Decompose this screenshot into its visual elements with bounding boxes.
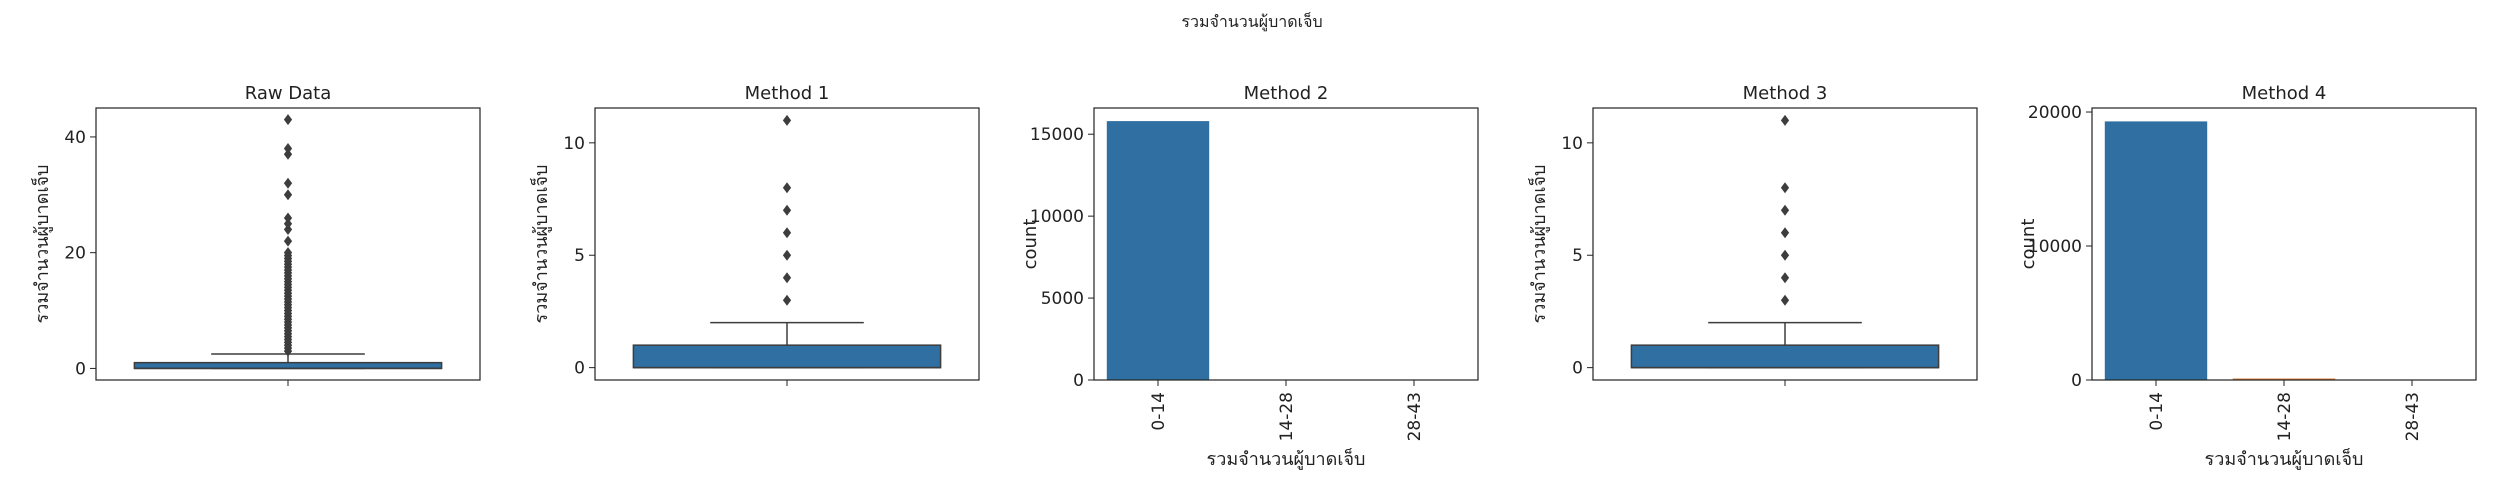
outlier-point	[1780, 272, 1790, 284]
y-axis-label: รวมจำนวนผู้บาดเจ็บ	[30, 165, 53, 324]
y-tick-label: 10000	[2028, 237, 2082, 257]
outlier-point	[283, 177, 293, 189]
panel-5: Method 4 0 10000 20000 count 0-14 14-28 28-43 รว…	[2018, 83, 2477, 470]
outlier-point	[782, 227, 792, 239]
outlier-point	[782, 204, 792, 216]
outlier-point	[1780, 227, 1790, 239]
y-axis-label: รวมจำนวนผู้บาดเจ็บ	[1527, 165, 1550, 324]
panels-group: Raw Data 0 20 40 รวมจำนวนผู้บาดเจ็บ Method 1 0…	[30, 83, 2477, 470]
panel-title: Method 4	[2242, 83, 2327, 104]
y-tick-label: 10	[563, 134, 585, 154]
y-tick-label: 10000	[1030, 207, 1084, 227]
y-tick-label: 20	[64, 244, 86, 264]
x-tick-label: 28-43	[2403, 392, 2423, 441]
x-axis-label: รวมจำนวนผู้บาดเจ็บ	[2205, 447, 2364, 470]
outlier-point	[782, 249, 792, 261]
outlier-point	[782, 114, 792, 126]
axes-frame	[1093, 107, 1479, 381]
y-tick-label: 0	[2071, 371, 2082, 391]
panel-title: Raw Data	[245, 83, 332, 104]
bar-14-28	[2232, 378, 2336, 380]
box-iqr	[133, 361, 443, 370]
x-tick-label: 0-14	[1149, 392, 1169, 431]
outlier-point	[283, 247, 293, 259]
panel-2: Method 1 0 5 10 รวมจำนวนผู้บาดเจ็บ	[529, 83, 980, 386]
bar-0-14	[1106, 121, 1210, 381]
panel-3: Method 2 0 5000 10000 15000 count 0-14 14-28 28-…	[1020, 83, 1479, 470]
outlier-point	[782, 272, 792, 284]
box-iqr	[1630, 344, 1940, 369]
y-axis-label: count	[2018, 219, 2039, 270]
outlier-point	[1780, 182, 1790, 194]
x-tick-label: 14-28	[2275, 392, 2295, 441]
outlier-point	[1780, 249, 1790, 261]
panel-1: Raw Data 0 20 40 รวมจำนวนผู้บาดเจ็บ	[30, 83, 481, 386]
y-axis-label: รวมจำนวนผู้บาดเจ็บ	[529, 165, 552, 324]
outlier-point	[283, 212, 293, 224]
y-tick-label: 5000	[1041, 289, 1084, 309]
y-tick-label: 0	[574, 359, 585, 379]
outlier-point	[782, 294, 792, 306]
outlier-point	[283, 224, 293, 236]
y-tick-label: 0	[1073, 371, 1084, 391]
outlier-point	[283, 143, 293, 155]
panel-4: Method 3 0 5 10 รวมจำนวนผู้บาดเจ็บ	[1527, 83, 1978, 386]
outlier-point	[283, 148, 293, 160]
y-tick-label: 5	[1572, 246, 1583, 266]
outlier-point	[1780, 114, 1790, 126]
outlier-point	[1780, 294, 1790, 306]
outlier-point	[1780, 204, 1790, 216]
x-tick-label: 0-14	[2147, 392, 2167, 431]
figure-suptitle: รวมจำนวนผู้บาดเจ็บ	[1181, 11, 1322, 32]
y-tick-label: 15000	[1030, 125, 1084, 145]
y-tick-label: 5	[574, 246, 585, 266]
axes-frame	[2091, 107, 2477, 381]
axes-frame	[95, 107, 481, 381]
x-tick-label: 28-43	[1405, 392, 1425, 441]
y-axis-label: count	[1020, 219, 1041, 270]
outlier-point	[283, 189, 293, 201]
x-axis-label: รวมจำนวนผู้บาดเจ็บ	[1207, 447, 1366, 470]
outlier-point	[283, 218, 293, 230]
y-tick-label: 40	[64, 128, 86, 148]
bar-0-14	[2104, 121, 2208, 380]
outlier-point	[782, 182, 792, 194]
x-tick-label: 14-28	[1277, 392, 1297, 441]
y-tick-label: 10	[1561, 134, 1583, 154]
outlier-point	[283, 114, 293, 126]
panel-title: Method 1	[745, 83, 830, 104]
y-tick-label: 0	[1572, 359, 1583, 379]
axes-frame	[1592, 107, 1978, 381]
panel-title: Method 3	[1743, 83, 1828, 104]
y-tick-label: 0	[75, 359, 86, 379]
y-tick-label: 20000	[2028, 103, 2082, 123]
axes-frame	[594, 107, 980, 381]
box-iqr	[632, 344, 942, 369]
panel-title: Method 2	[1244, 83, 1329, 104]
outlier-point	[283, 235, 293, 247]
